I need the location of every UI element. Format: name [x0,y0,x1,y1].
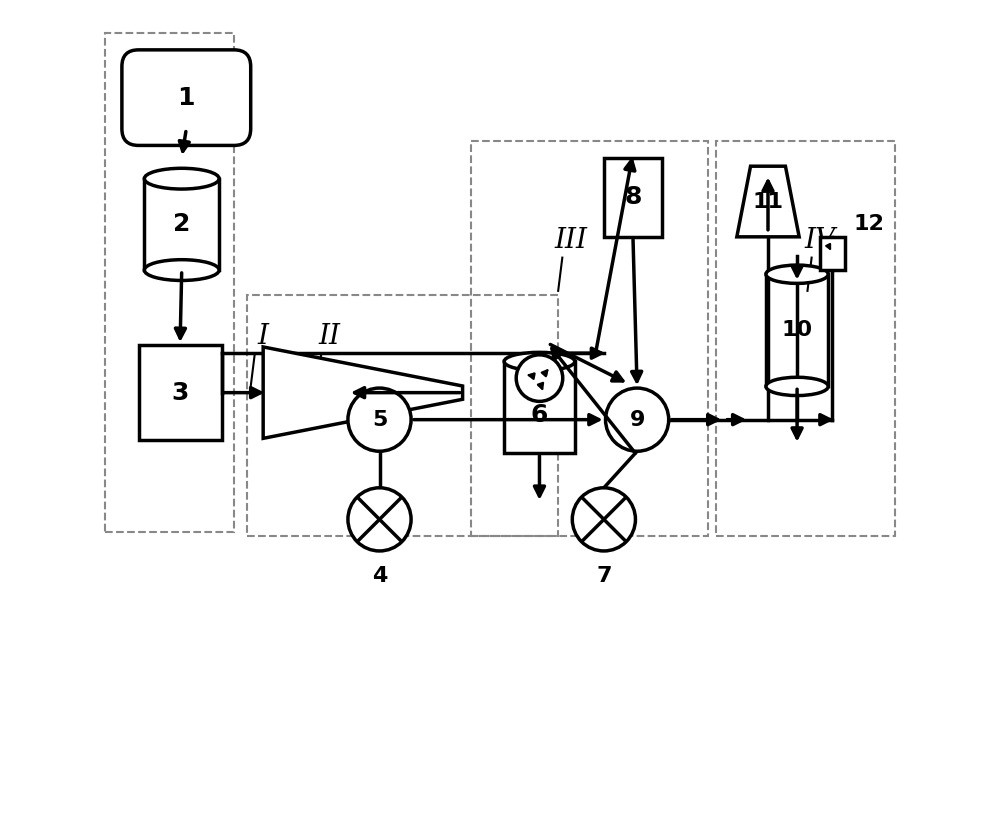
Text: 2: 2 [173,213,190,236]
FancyBboxPatch shape [144,179,219,270]
Ellipse shape [144,168,219,189]
Ellipse shape [766,377,828,396]
Ellipse shape [504,352,575,371]
Circle shape [572,488,635,551]
Circle shape [516,355,563,401]
Text: 9: 9 [629,410,645,430]
Text: 10: 10 [782,320,813,341]
FancyBboxPatch shape [766,274,828,386]
FancyBboxPatch shape [504,361,575,453]
Circle shape [348,388,411,451]
Text: 12: 12 [853,214,884,234]
Text: III: III [554,228,587,254]
Text: IV: IV [804,228,835,254]
Text: 3: 3 [171,381,189,405]
Ellipse shape [766,265,828,283]
Text: 8: 8 [624,185,642,209]
Text: II: II [319,323,341,350]
Text: 11: 11 [752,191,783,212]
Circle shape [606,388,669,451]
Ellipse shape [144,259,219,280]
Polygon shape [263,347,463,439]
FancyBboxPatch shape [122,50,251,145]
Text: 5: 5 [372,410,387,430]
Text: 7: 7 [596,566,612,586]
FancyBboxPatch shape [139,345,222,440]
Text: 4: 4 [372,566,387,586]
Text: 6: 6 [531,404,548,427]
FancyBboxPatch shape [820,237,845,270]
Text: 1: 1 [178,86,195,110]
Circle shape [348,488,411,551]
Polygon shape [737,166,799,237]
FancyBboxPatch shape [604,158,662,237]
Text: I: I [258,323,269,350]
